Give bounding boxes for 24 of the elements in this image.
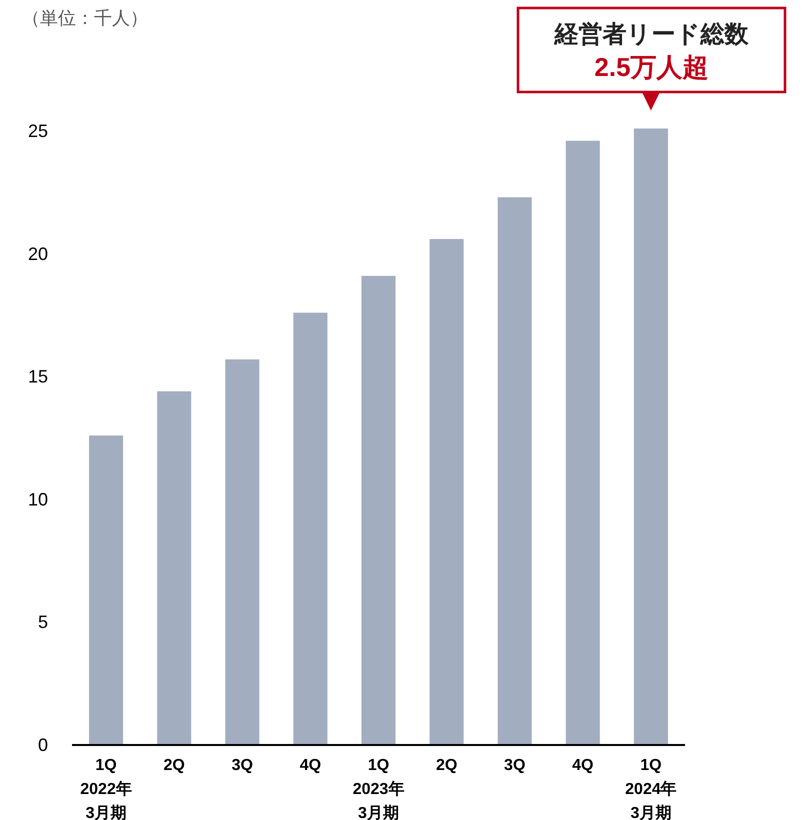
bar — [225, 359, 260, 745]
x-tick-label: 3Q — [232, 757, 253, 774]
bar — [498, 197, 532, 745]
x-tick-label: 4Q — [572, 757, 594, 774]
y-tick-label: 15 — [28, 366, 48, 387]
x-tick-label: 3Q — [504, 757, 526, 774]
picture-callout: 経営者リード総数 2.5万人超 — [516, 6, 786, 110]
bar — [634, 128, 668, 745]
bar — [566, 140, 600, 745]
x-tick-label: 2Q — [163, 757, 185, 774]
x-tick-label: 4Q — [300, 757, 322, 774]
bar — [361, 276, 396, 745]
annotation: 経営者リード総数 2.5万人超 — [554, 21, 750, 82]
y-tick-label: 5 — [38, 612, 48, 632]
y-tick-label: 10 — [28, 489, 48, 510]
bar — [89, 436, 124, 745]
bar — [293, 312, 328, 745]
y-tick-label: 25 — [28, 120, 48, 141]
y-tick-label: 20 — [28, 244, 48, 264]
text: （単位：千人） — [22, 8, 148, 28]
y-tick-label: 0 — [38, 735, 48, 755]
bar — [430, 239, 464, 745]
bar — [157, 391, 192, 745]
x-tick-label: 2Q — [436, 757, 458, 774]
